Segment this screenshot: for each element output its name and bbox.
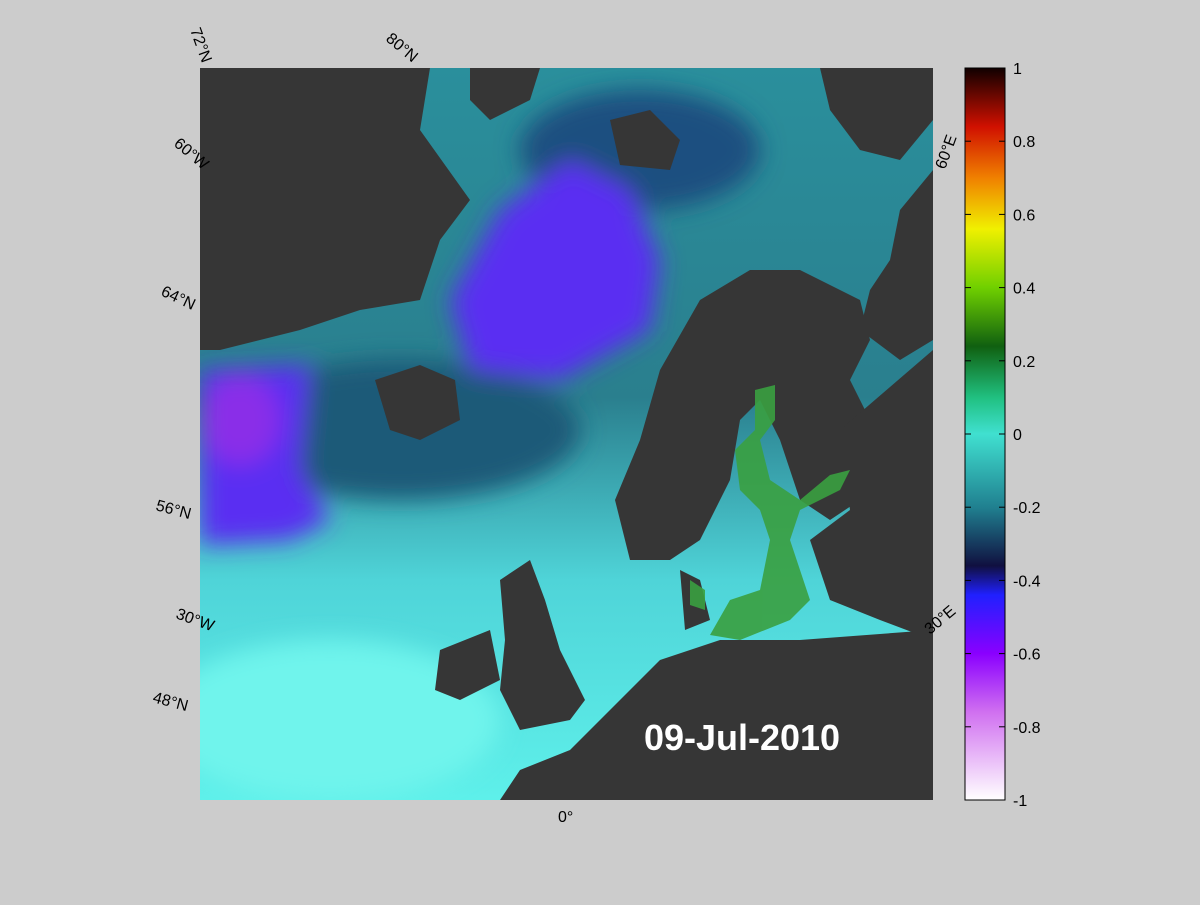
graticule-label: 80°N <box>382 30 420 66</box>
colorbar-tick-label: -0.8 <box>1013 720 1041 737</box>
colorbar-tick-label: 0.2 <box>1013 354 1035 371</box>
colorbar-tick-label: 0.6 <box>1013 207 1035 224</box>
colorbar-tick-label: -0.2 <box>1013 500 1041 517</box>
graticule-label: 64°N <box>158 283 198 314</box>
anomaly-field <box>200 90 760 800</box>
baltic <box>690 385 850 640</box>
date-label: 09-Jul-2010 <box>644 717 840 758</box>
map <box>200 68 933 800</box>
colorbar-tick-label: 0 <box>1013 427 1022 444</box>
colorbar-tick-label: -1 <box>1013 793 1027 810</box>
colorbar-tick-label: -0.6 <box>1013 647 1041 664</box>
colorbar-tick-label: 0.4 <box>1013 281 1035 298</box>
graticule-label: 56°N <box>154 497 193 523</box>
land <box>200 68 933 800</box>
colorbar-tick-label: 1 <box>1013 61 1022 78</box>
colorbar-tick-label: 0.8 <box>1013 134 1035 151</box>
graticule-label: 60°E <box>933 133 961 172</box>
graticule-label: 72°N <box>186 26 214 65</box>
graticule-label: 0° <box>558 809 573 826</box>
graticule-label: 48°N <box>151 689 190 715</box>
colorbar-tick-label: -0.4 <box>1013 573 1041 590</box>
